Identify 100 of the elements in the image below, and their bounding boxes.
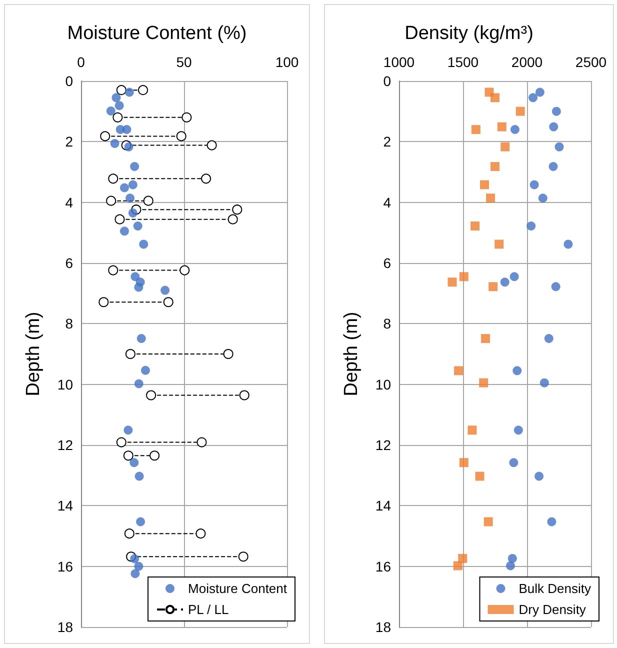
point: [140, 366, 150, 375]
point: [506, 561, 515, 570]
point: [120, 226, 129, 236]
point: [535, 88, 544, 97]
point: [163, 297, 174, 308]
point: [100, 131, 110, 142]
point: [110, 138, 120, 148]
point: [510, 272, 519, 282]
point: [549, 122, 558, 132]
point: [130, 554, 140, 564]
point: [130, 458, 139, 468]
point: [196, 528, 206, 539]
chart-title: Density (kg/m³): [404, 23, 534, 44]
point: [112, 112, 123, 122]
x-tick-label: 1000: [383, 54, 415, 70]
x-tick-label: 50: [176, 54, 192, 70]
point: [106, 106, 116, 116]
point: [146, 390, 156, 400]
point: [134, 379, 144, 388]
point: [480, 180, 490, 190]
y-tick-label: 0: [65, 73, 74, 89]
point: [116, 85, 126, 96]
point: [534, 472, 544, 481]
y-tick-label: 10: [375, 376, 392, 392]
point: [134, 562, 144, 571]
y-tick-label: 18: [57, 619, 74, 635]
point: [223, 349, 234, 359]
x-tick-label: 100: [275, 54, 299, 70]
y-tick-label: 8: [65, 316, 74, 332]
point: [475, 472, 484, 481]
point: [232, 204, 242, 215]
point: [176, 131, 186, 142]
point: [538, 194, 548, 203]
point: [564, 240, 573, 249]
point: [479, 378, 488, 388]
point: [206, 140, 217, 150]
point: [106, 196, 116, 206]
y-axis-title: Depth (m): [341, 312, 362, 396]
point: [239, 390, 250, 400]
legend-label: Moisture Content: [188, 581, 288, 596]
x-tick-label: 2000: [511, 54, 543, 70]
y-tick-label: 4: [65, 194, 74, 210]
point: [481, 334, 490, 344]
point: [133, 221, 142, 230]
point: [114, 214, 125, 224]
point: [116, 437, 126, 448]
point: [453, 561, 462, 570]
point: [509, 458, 518, 468]
point: [514, 426, 523, 435]
point: [150, 450, 160, 461]
point: [130, 272, 140, 282]
point: [122, 125, 132, 134]
point: [143, 196, 154, 206]
point: [124, 528, 134, 539]
y-axis-title: Depth (m): [23, 312, 44, 396]
point: [124, 426, 133, 435]
y-tick-label: 0: [383, 73, 392, 89]
x-tick-label: 2500: [575, 54, 607, 70]
point: [459, 458, 468, 468]
point: [508, 554, 517, 563]
point: [516, 106, 525, 116]
y-tick-label: 14: [57, 498, 74, 514]
y-tick-label: 16: [57, 558, 74, 574]
x-tick-label: 0: [77, 54, 86, 70]
point: [471, 125, 480, 134]
point: [500, 278, 510, 287]
y-tick-label: 6: [65, 255, 74, 271]
y-tick-label: 12: [57, 437, 74, 453]
chart-title: Moisture Content (%): [67, 23, 247, 44]
point: [125, 349, 136, 359]
point: [468, 426, 477, 435]
point: [120, 183, 129, 192]
point: [486, 194, 496, 203]
point: [201, 174, 212, 184]
point: [551, 282, 560, 292]
point: [530, 180, 539, 190]
point: [528, 93, 538, 102]
point: [126, 194, 135, 203]
point: [510, 125, 520, 134]
point: [124, 88, 134, 97]
y-tick-label: 18: [375, 619, 392, 635]
point: [454, 366, 464, 376]
point: [112, 93, 121, 102]
x-tick-label: 1500: [447, 54, 479, 70]
y-tick-label: 14: [375, 498, 392, 514]
y-tick-label: 2: [65, 134, 74, 150]
point: [134, 282, 144, 292]
point: [470, 221, 480, 230]
point: [512, 366, 522, 376]
point: [490, 93, 500, 102]
y-tick-label: 16: [375, 558, 392, 574]
point: [554, 142, 564, 152]
point: [548, 162, 558, 172]
point: [494, 240, 504, 249]
point: [136, 517, 146, 526]
point: [136, 334, 146, 344]
point: [497, 122, 506, 132]
point: [182, 112, 192, 122]
legend-label: PL / LL: [188, 602, 229, 617]
point: [134, 472, 144, 481]
